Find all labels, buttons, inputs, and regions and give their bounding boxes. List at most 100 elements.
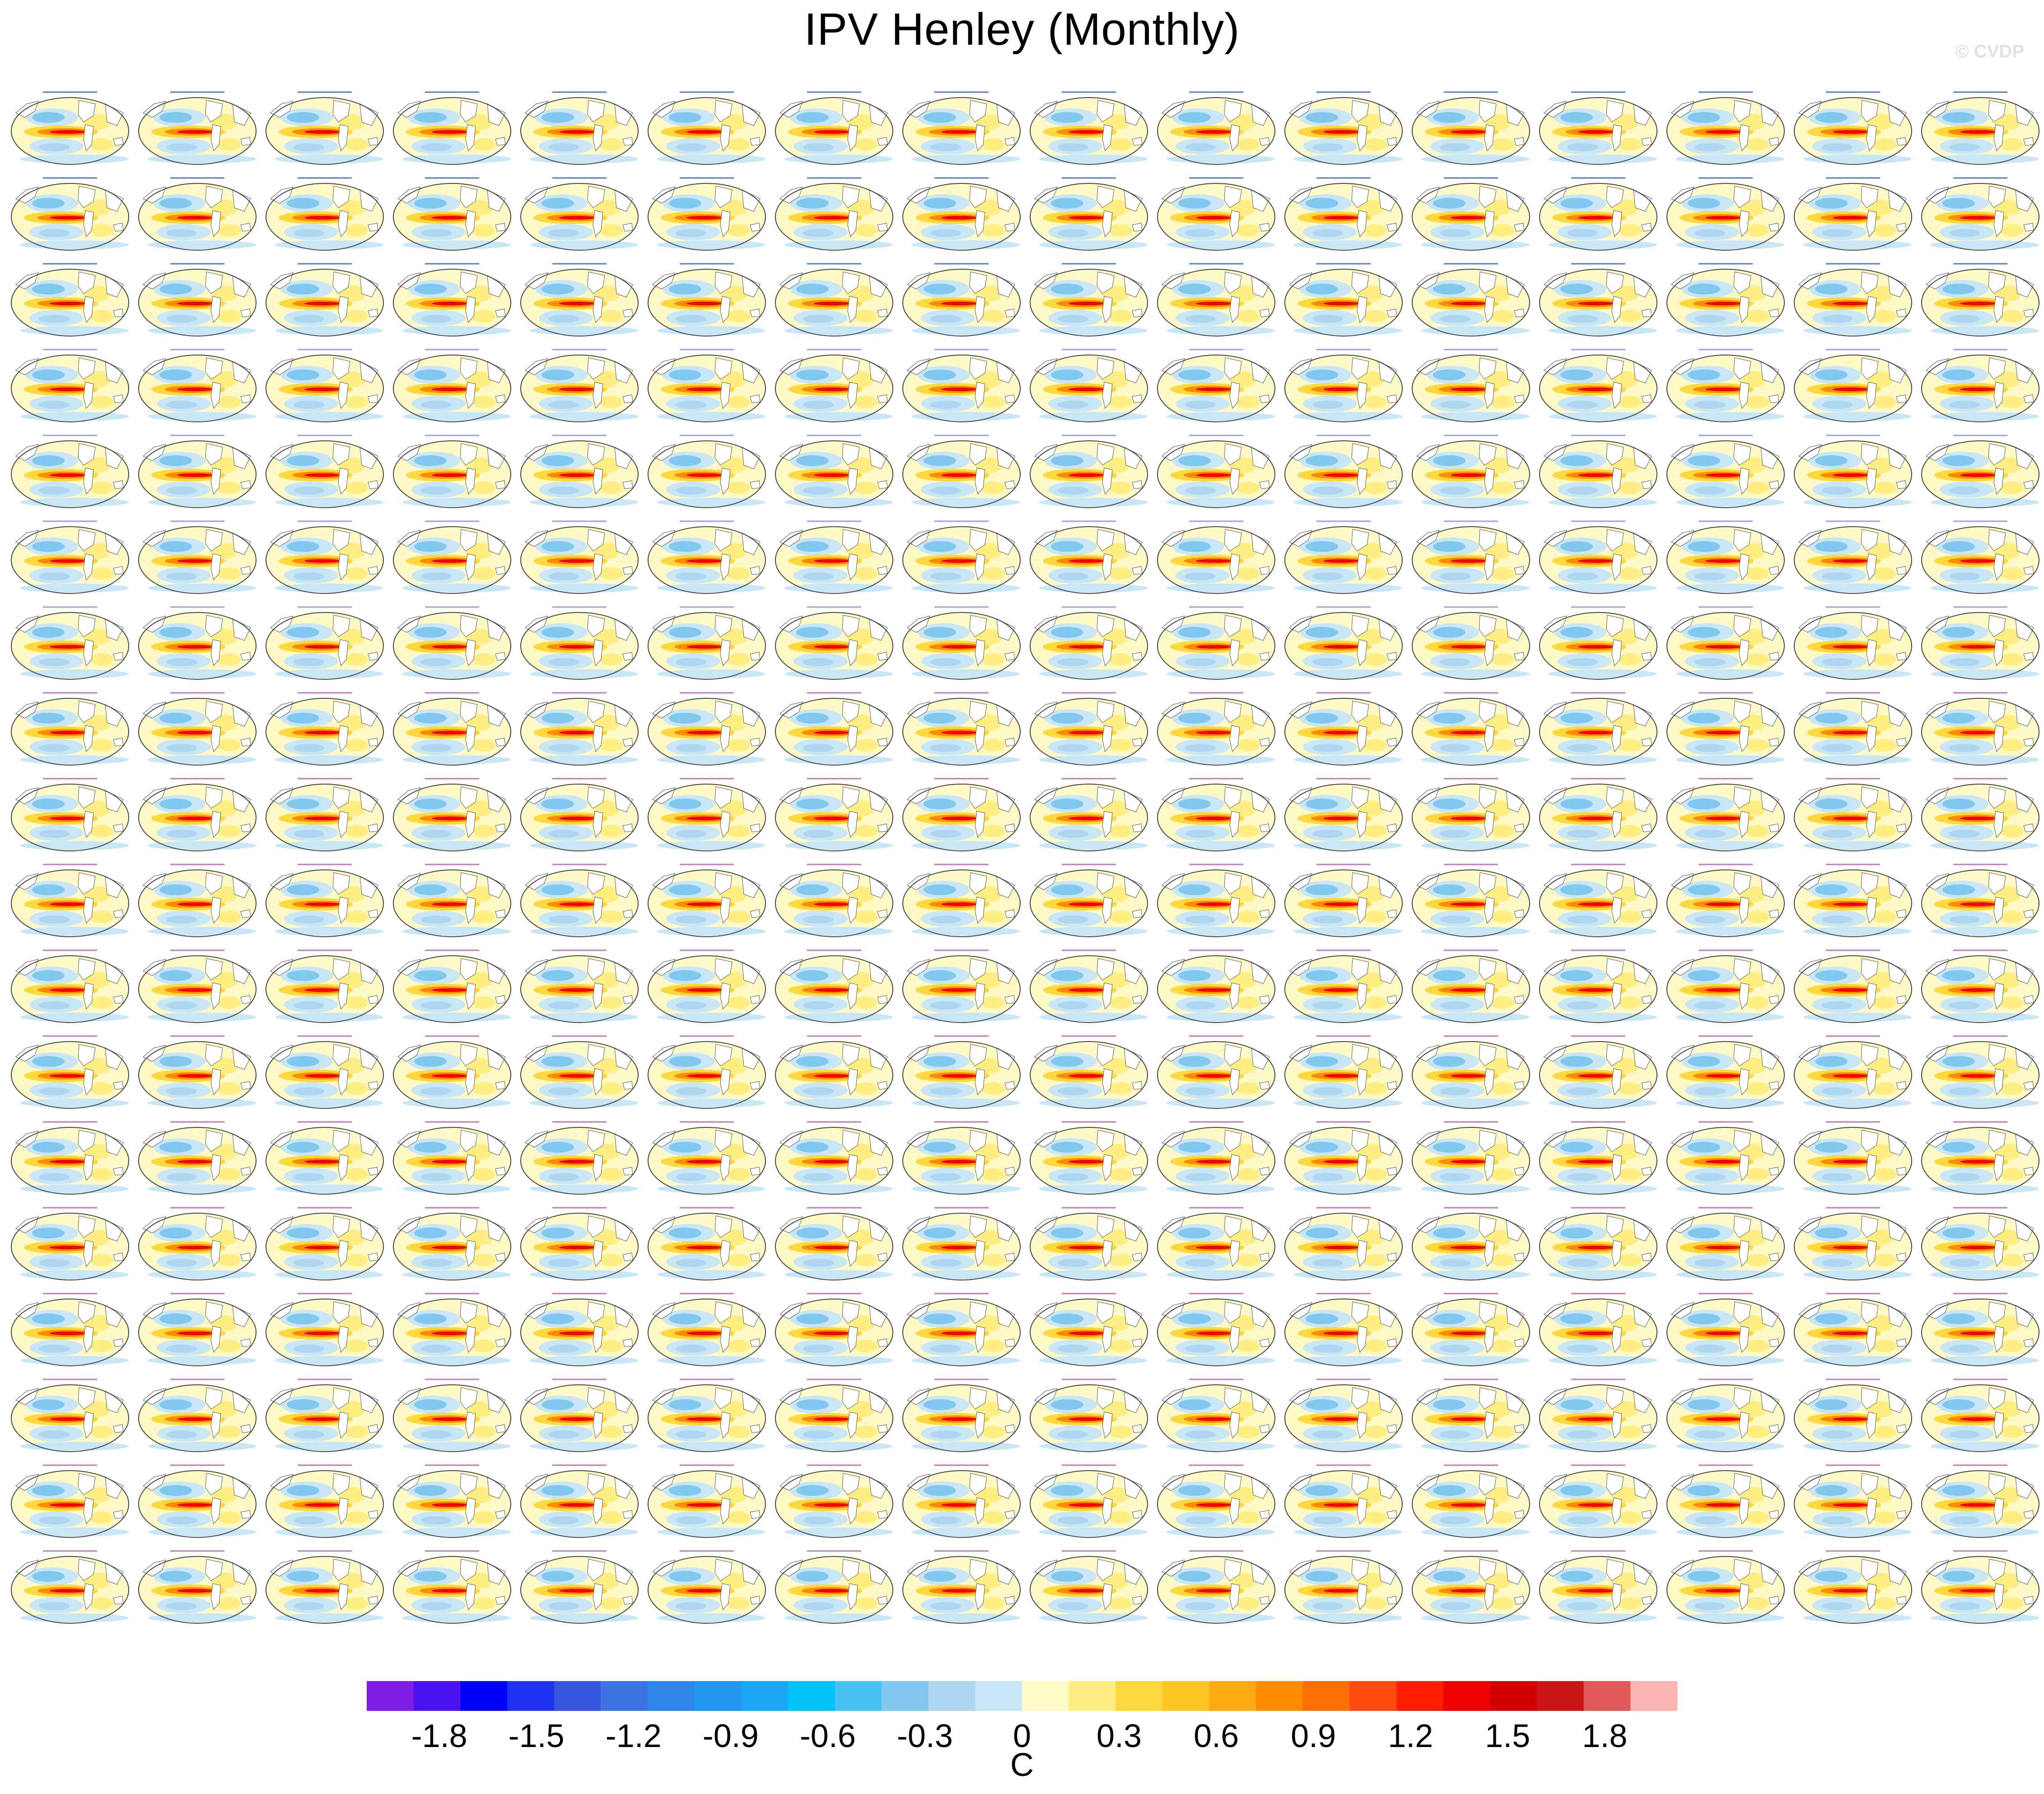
map-panel [1284, 692, 1403, 766]
map-panel [138, 1207, 257, 1280]
map-panel [138, 692, 257, 766]
map-panel [1921, 520, 2039, 594]
map-panel [11, 949, 129, 1023]
map-panel [520, 263, 639, 336]
map-panel [393, 263, 511, 336]
colorbar-box [1256, 1681, 1303, 1711]
map-panel [520, 778, 639, 851]
colorbar-box [367, 1681, 414, 1711]
map-panel [11, 778, 129, 851]
map-panel [1412, 1550, 1530, 1624]
map-panel [1284, 1207, 1403, 1280]
map-panel [775, 263, 893, 336]
map-panel [1794, 91, 1912, 165]
map-panel [1666, 1121, 1785, 1195]
map-panel [1666, 778, 1785, 851]
map-panel [393, 1550, 511, 1624]
map-panel [1284, 606, 1403, 680]
watermark: © CVDP [1955, 42, 2024, 61]
colorbar-box [1209, 1681, 1256, 1711]
map-panel [393, 606, 511, 680]
map-panel [775, 864, 893, 937]
map-panel [11, 1035, 129, 1109]
map-panel [1539, 1464, 1657, 1538]
map-panel [138, 606, 257, 680]
map-panel [266, 864, 384, 937]
colorbar-units-label: C [1010, 1747, 1034, 1783]
colorbar-box [1396, 1681, 1444, 1711]
colorbar-box [1583, 1681, 1631, 1711]
map-panel [1666, 1550, 1785, 1624]
map-panel [520, 177, 639, 251]
colorbar-box [975, 1681, 1022, 1711]
map-panel [902, 692, 1021, 766]
colorbar-box [694, 1681, 742, 1711]
map-panel [11, 520, 129, 594]
map-panel [902, 349, 1021, 422]
map-panel [1030, 263, 1148, 336]
map-panel [1539, 692, 1657, 766]
map-panel [1157, 1464, 1275, 1538]
map-panel [1157, 949, 1275, 1023]
map-panel [1666, 434, 1785, 508]
map-panel [775, 778, 893, 851]
colorbar-tick-labels: -1.8 -1.5 -1.2 -0.9 -0.6 -0.3 0 0.3 0.6 0.9 1.2 1.5… [411, 1718, 1628, 1754]
map-panel [1157, 692, 1275, 766]
map-panel [11, 1378, 129, 1452]
map-panel [1539, 434, 1657, 508]
map-panel [775, 1378, 893, 1452]
map-panel [1157, 520, 1275, 594]
colorbar-box [1537, 1681, 1584, 1711]
map-panel [393, 520, 511, 594]
map-panel [1794, 778, 1912, 851]
map-panel [1412, 692, 1530, 766]
map-panel [520, 91, 639, 165]
map-panel [1794, 949, 1912, 1023]
map-panel [1921, 1293, 2039, 1366]
map-panel [1794, 1207, 1912, 1280]
map-panel [138, 349, 257, 422]
map-panel [648, 520, 766, 594]
map-panel [1030, 1378, 1148, 1452]
map-panel [11, 692, 129, 766]
map-panel [138, 778, 257, 851]
map-panel [11, 263, 129, 336]
map-panel [1539, 520, 1657, 594]
map-panel [1412, 1207, 1530, 1280]
map-panel [11, 91, 129, 165]
map-panel [1157, 606, 1275, 680]
map-panel [393, 1207, 511, 1280]
map-panel [1284, 1464, 1403, 1538]
map-panel [1794, 1121, 1912, 1195]
map-panel [1539, 1121, 1657, 1195]
map-panel [648, 434, 766, 508]
map-panel [775, 1550, 893, 1624]
map-panel [1921, 1035, 2039, 1109]
map-panel [1412, 1464, 1530, 1538]
colorbar-box [928, 1681, 975, 1711]
map-panel [1157, 1550, 1275, 1624]
map-panel [520, 864, 639, 937]
map-panel [902, 263, 1021, 336]
colorbar-box [647, 1681, 695, 1711]
map-panel [1284, 177, 1403, 251]
map-panel [520, 349, 639, 422]
map-panel [266, 1035, 384, 1109]
colorbar-box [1115, 1681, 1163, 1711]
map-panel [1666, 1464, 1785, 1538]
map-panel [1539, 177, 1657, 251]
map-panel [775, 91, 893, 165]
map-panel [775, 1207, 893, 1280]
map-panel [1030, 1293, 1148, 1366]
map-panel [11, 1207, 129, 1280]
map-panel [775, 606, 893, 680]
colorbar-tick-label: -1.8 [411, 1718, 467, 1754]
map-panel [1794, 864, 1912, 937]
map-panel [648, 91, 766, 165]
map-panel [1284, 349, 1403, 422]
map-panel [520, 434, 639, 508]
map-panel [138, 177, 257, 251]
colorbar-box [1630, 1681, 1678, 1711]
map-panel [902, 1207, 1021, 1280]
map-panel [1284, 949, 1403, 1023]
